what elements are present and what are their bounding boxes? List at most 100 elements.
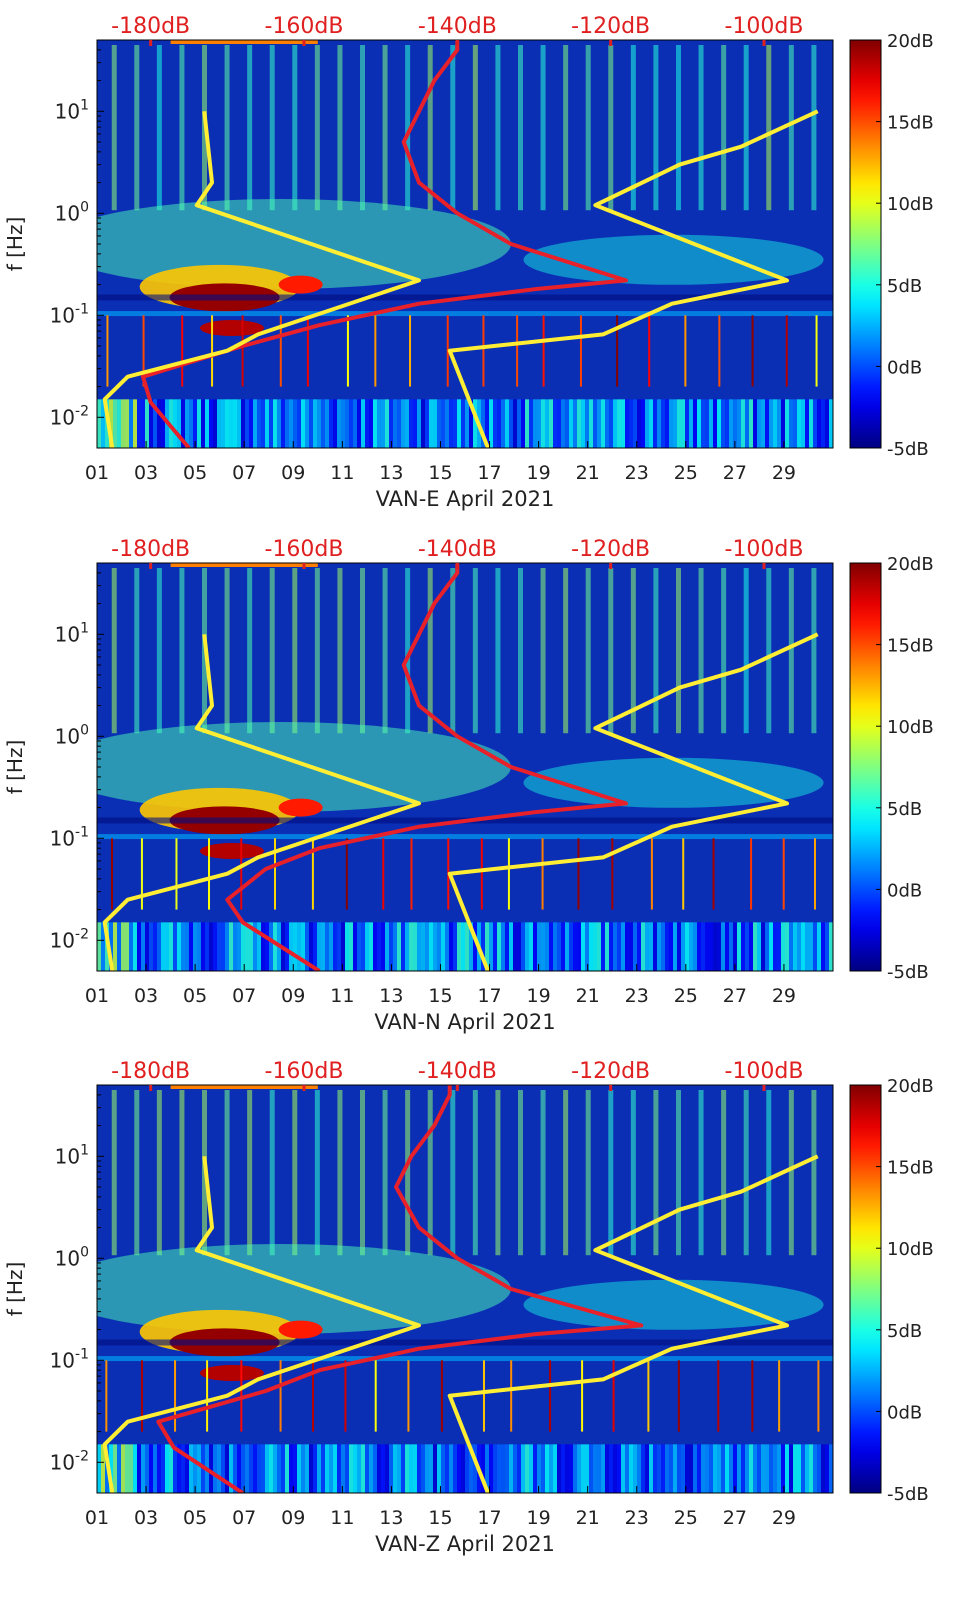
lowfreq-stripe — [649, 1444, 653, 1493]
lowfreq-stripe — [125, 922, 129, 971]
lowfreq-stripe — [305, 1444, 309, 1493]
lowfreq-stripe — [709, 1444, 713, 1493]
spike — [816, 315, 818, 386]
lowfreq-stripe — [405, 1444, 409, 1493]
lowfreq-stripe — [801, 922, 805, 971]
lowfreq-stripe — [513, 922, 517, 971]
lowfreq-stripe — [253, 1444, 257, 1493]
lowfreq-stripe — [309, 399, 313, 448]
lowfreq-stripe — [517, 399, 521, 448]
spike — [580, 315, 582, 386]
x-tick-label: 29 — [772, 985, 796, 1007]
lowfreq-stripe — [725, 399, 729, 448]
lowfreq-stripe — [689, 399, 693, 448]
lowfreq-stripe — [433, 399, 437, 448]
lowfreq-stripe — [785, 399, 789, 448]
spike — [682, 838, 684, 909]
lowfreq-stripe — [173, 922, 177, 971]
diurnal-stripe — [112, 45, 117, 210]
top-saturation — [171, 40, 318, 44]
lowfreq-stripe — [561, 399, 565, 448]
top-saturation — [171, 1085, 318, 1089]
lowfreq-stripe — [277, 399, 281, 448]
lowfreq-stripe — [437, 399, 441, 448]
colorbar-tick-label: -5dB — [887, 1484, 929, 1505]
colorbar-tick-label: 5dB — [887, 276, 922, 297]
lowfreq-stripe — [601, 1444, 605, 1493]
lowfreq-stripe — [389, 922, 393, 971]
lowfreq-stripe — [141, 922, 145, 971]
lowfreq-stripe — [541, 922, 545, 971]
lowfreq-stripe — [157, 1444, 161, 1493]
band-line — [97, 834, 833, 839]
lowfreq-stripe — [357, 922, 361, 971]
lowfreq-stripe — [565, 399, 569, 448]
lowfreq-stripe — [717, 922, 721, 971]
lowfreq-stripe — [445, 922, 449, 971]
x-tick-label: 17 — [477, 462, 501, 484]
lowfreq-stripe — [197, 399, 201, 448]
lowfreq-stripe — [453, 399, 457, 448]
lowfreq-stripe — [741, 922, 745, 971]
lowfreq-stripe — [369, 1444, 373, 1493]
lowfreq-stripe — [785, 1444, 789, 1493]
lowfreq-stripe — [257, 1444, 261, 1493]
colorbar-tick-label: -5dB — [887, 439, 929, 460]
lowfreq-stripe — [809, 922, 813, 971]
x-tick-label: 01 — [85, 462, 109, 484]
lowfreq-stripe — [217, 922, 221, 971]
x-tick-label: 01 — [85, 1507, 109, 1529]
lowfreq-stripe — [753, 1444, 757, 1493]
lowfreq-stripe — [165, 922, 169, 971]
lowfreq-stripe — [113, 1444, 117, 1493]
y-tick-label: 101 — [55, 620, 89, 646]
lowfreq-stripe — [685, 399, 689, 448]
spike — [347, 315, 349, 386]
lowfreq-stripe — [825, 399, 829, 448]
spike — [750, 838, 752, 909]
spike — [382, 838, 384, 909]
lowfreq-stripe — [117, 922, 121, 971]
lowfreq-stripe — [505, 922, 509, 971]
lowfreq-stripe — [777, 922, 781, 971]
lowfreq-stripe — [733, 922, 737, 971]
lowfreq-stripe — [709, 399, 713, 448]
lowfreq-stripe — [553, 1444, 557, 1493]
lowfreq-stripe — [765, 1444, 769, 1493]
spike — [647, 1360, 649, 1431]
lowfreq-stripe — [161, 922, 165, 971]
lowfreq-stripe — [393, 1444, 397, 1493]
lowfreq-stripe — [321, 1444, 325, 1493]
spectrogram-area — [51, 40, 833, 448]
lowfreq-stripe — [501, 399, 505, 448]
diurnal-stripe — [789, 1090, 794, 1255]
lowfreq-stripe — [285, 399, 289, 448]
colorbar-tick-label: -5dB — [887, 962, 929, 983]
lowfreq-stripe — [645, 399, 649, 448]
lowfreq-stripe — [533, 922, 537, 971]
lowfreq-stripe — [205, 399, 209, 448]
lowfreq-stripe — [209, 922, 213, 971]
top-tick-label: -160dB — [265, 537, 344, 562]
lowfreq-stripe — [373, 1444, 377, 1493]
lowfreq-stripe — [805, 399, 809, 448]
diurnal-stripe — [721, 1090, 726, 1255]
lowfreq-stripe — [545, 399, 549, 448]
lowfreq-stripe — [181, 922, 185, 971]
diurnal-stripe — [495, 45, 500, 210]
top-tick-label: -100dB — [725, 1059, 804, 1084]
spike — [611, 838, 613, 909]
lowfreq-stripe — [329, 922, 333, 971]
lowfreq-stripe — [573, 399, 577, 448]
lowfreq-stripe — [589, 399, 593, 448]
lowfreq-stripe — [521, 922, 525, 971]
lowfreq-stripe — [465, 1444, 469, 1493]
lowfreq-stripe — [393, 399, 397, 448]
x-tick-label: 05 — [183, 462, 207, 484]
lowfreq-stripe — [581, 922, 585, 971]
lowfreq-stripe — [189, 399, 193, 448]
lowfreq-stripe — [637, 399, 641, 448]
y-tick-exponent: 1 — [80, 1142, 89, 1158]
lowfreq-stripe — [285, 922, 289, 971]
